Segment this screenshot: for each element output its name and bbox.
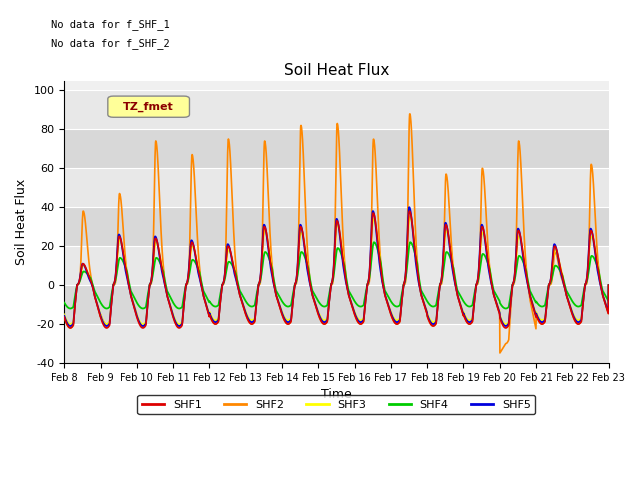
Bar [64, 129, 609, 168]
Bar [64, 246, 609, 285]
Y-axis label: Soil Heat Flux: Soil Heat Flux [15, 179, 28, 265]
Bar [64, 90, 609, 129]
Bar [64, 324, 609, 363]
Bar [64, 207, 609, 246]
Bar [64, 285, 609, 324]
X-axis label: Time: Time [321, 388, 352, 401]
Legend: SHF1, SHF2, SHF3, SHF4, SHF5: SHF1, SHF2, SHF3, SHF4, SHF5 [138, 395, 536, 414]
Text: No data for f_SHF_2: No data for f_SHF_2 [51, 38, 170, 49]
FancyBboxPatch shape [108, 96, 189, 117]
Bar [64, 168, 609, 207]
Title: Soil Heat Flux: Soil Heat Flux [284, 63, 389, 78]
Text: TZ_fmet: TZ_fmet [124, 102, 174, 112]
Text: No data for f_SHF_1: No data for f_SHF_1 [51, 19, 170, 30]
